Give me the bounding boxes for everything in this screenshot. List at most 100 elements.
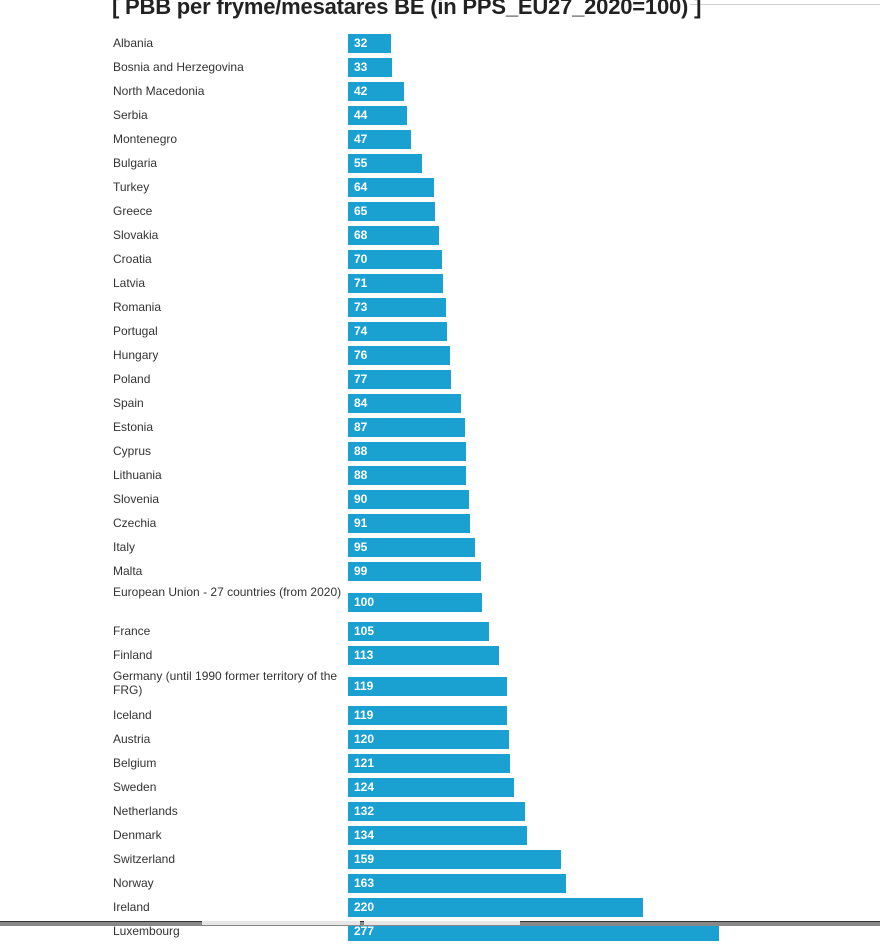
value-label: 91	[354, 516, 368, 530]
bar[interactable]: 33	[348, 58, 392, 77]
value-label: 77	[354, 372, 368, 386]
bar[interactable]: 88	[348, 466, 466, 485]
category-label: North Macedonia	[113, 84, 205, 98]
bar[interactable]: 88	[348, 442, 466, 461]
bar-row: Bulgaria 55	[0, 153, 880, 177]
value-label: 44	[354, 108, 368, 122]
value-label: 121	[354, 756, 375, 770]
category-label: Bulgaria	[113, 156, 158, 170]
bar[interactable]: 119	[348, 706, 507, 725]
bar[interactable]: 84	[348, 394, 461, 413]
bar[interactable]: 159	[348, 850, 561, 869]
bar[interactable]: 121	[348, 754, 510, 773]
bar[interactable]: 55	[348, 154, 422, 173]
category-label: Austria	[113, 732, 151, 746]
bar[interactable]: 113	[348, 646, 499, 665]
bar-row: Lithuania 88	[0, 465, 880, 489]
bar[interactable]: 65	[348, 202, 435, 221]
value-label: 277	[354, 924, 375, 938]
bar-row: Malta 99	[0, 561, 880, 585]
value-label: 88	[354, 468, 368, 482]
bar-row: Turkey 64	[0, 177, 880, 201]
bar-row: Denmark 134	[0, 825, 880, 849]
bar[interactable]: 87	[348, 418, 465, 437]
value-label: 220	[354, 900, 375, 914]
bar[interactable]: 64	[348, 178, 434, 197]
value-label: 105	[354, 624, 375, 638]
bar-row: Serbia 44	[0, 105, 880, 129]
value-label: 70	[354, 252, 368, 266]
bar[interactable]: 120	[348, 730, 509, 749]
bar-row: Slovakia 68	[0, 225, 880, 249]
value-label: 163	[354, 876, 375, 890]
value-label: 64	[354, 180, 368, 194]
bar[interactable]: 95	[348, 538, 475, 557]
value-label: 65	[354, 204, 368, 218]
bar[interactable]: 47	[348, 130, 411, 149]
category-label: Slovenia	[113, 492, 160, 506]
category-label: Bosnia and Herzegovina	[113, 60, 244, 74]
chart-title: [ PBB per fryme/mesatares BE (in PPS_EU2…	[112, 0, 702, 19]
bar[interactable]: 134	[348, 826, 527, 845]
bar[interactable]: 42	[348, 82, 404, 101]
bar-row: Latvia 71	[0, 273, 880, 297]
bar-row: Albania 32	[0, 33, 880, 57]
bar[interactable]: 77	[348, 370, 451, 389]
category-label: Germany (until 1990 former territory of …	[113, 669, 338, 697]
category-label: Hungary	[113, 348, 159, 362]
bar[interactable]: 220	[348, 898, 643, 917]
value-label: 68	[354, 228, 368, 242]
value-label: 71	[354, 276, 368, 290]
category-label: Finland	[113, 648, 153, 662]
bar[interactable]: 99	[348, 562, 481, 581]
category-label: European Union - 27 countries (from 2020…	[113, 585, 342, 599]
bar-row: Poland 77	[0, 369, 880, 393]
bar[interactable]: 119	[348, 677, 507, 696]
bar-row: Switzerland 159	[0, 849, 880, 873]
bar[interactable]: 70	[348, 250, 442, 269]
scroll-segment[interactable]	[202, 921, 360, 925]
bar[interactable]: 91	[348, 514, 470, 533]
bar-row: Ireland 220	[0, 897, 880, 921]
bar[interactable]: 100	[348, 593, 482, 612]
bar[interactable]: 73	[348, 298, 446, 317]
bar-row: Italy 95	[0, 537, 880, 561]
category-label: Estonia	[113, 420, 154, 434]
bar[interactable]: 132	[348, 802, 525, 821]
value-label: 119	[354, 708, 374, 722]
bar-row: Croatia 70	[0, 249, 880, 273]
bar-row: Estonia 87	[0, 417, 880, 441]
bar[interactable]: 44	[348, 106, 407, 125]
category-label: Montenegro	[113, 132, 178, 146]
scroll-segment[interactable]	[364, 921, 520, 925]
value-label: 100	[354, 595, 375, 609]
category-label: Spain	[113, 396, 144, 410]
bar[interactable]: 90	[348, 490, 469, 509]
bar[interactable]: 76	[348, 346, 450, 365]
bar[interactable]: 32	[348, 34, 391, 53]
bar-row: European Union - 27 countries (from 2020…	[0, 585, 880, 621]
bar-row: Germany (until 1990 former territory of …	[0, 669, 880, 705]
bar[interactable]: 74	[348, 322, 447, 341]
bar-row: Finland 113	[0, 645, 880, 669]
bar[interactable]: 105	[348, 622, 489, 641]
value-label: 84	[354, 396, 368, 410]
bar-row: Austria 120	[0, 729, 880, 753]
value-label: 33	[354, 60, 368, 74]
bar[interactable]: 71	[348, 274, 443, 293]
value-label: 95	[354, 540, 368, 554]
bar-row: Greece 65	[0, 201, 880, 225]
category-label: Denmark	[113, 828, 162, 842]
category-label: Serbia	[113, 108, 148, 122]
value-label: 55	[354, 156, 368, 170]
value-label: 120	[354, 732, 375, 746]
category-label: Romania	[113, 300, 162, 314]
bar-row: Czechia 91	[0, 513, 880, 537]
category-label: Malta	[113, 564, 143, 578]
category-label: Italy	[113, 540, 136, 554]
bar[interactable]: 124	[348, 778, 514, 797]
bar[interactable]: 163	[348, 874, 566, 893]
category-label: Czechia	[113, 516, 157, 530]
bar[interactable]: 68	[348, 226, 439, 245]
top-divider	[690, 4, 880, 5]
